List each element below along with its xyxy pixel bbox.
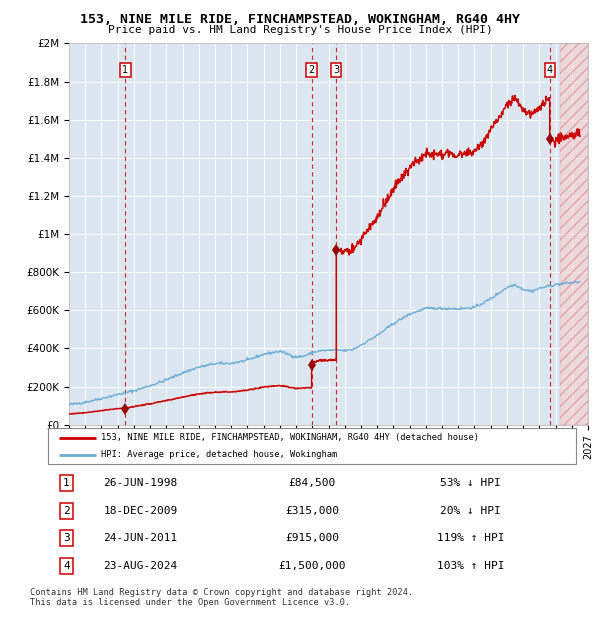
Text: £915,000: £915,000 <box>285 533 339 543</box>
Text: £1,500,000: £1,500,000 <box>278 561 346 571</box>
Text: £84,500: £84,500 <box>289 478 335 488</box>
Text: 153, NINE MILE RIDE, FINCHAMPSTEAD, WOKINGHAM, RG40 4HY: 153, NINE MILE RIDE, FINCHAMPSTEAD, WOKI… <box>80 13 520 26</box>
Text: 3: 3 <box>63 533 70 543</box>
Text: 4: 4 <box>63 561 70 571</box>
Text: £315,000: £315,000 <box>285 506 339 516</box>
Text: 24-JUN-2011: 24-JUN-2011 <box>103 533 178 543</box>
Text: 153, NINE MILE RIDE, FINCHAMPSTEAD, WOKINGHAM, RG40 4HY (detached house): 153, NINE MILE RIDE, FINCHAMPSTEAD, WOKI… <box>101 433 479 442</box>
Text: Price paid vs. HM Land Registry's House Price Index (HPI): Price paid vs. HM Land Registry's House … <box>107 25 493 35</box>
Text: 1: 1 <box>122 65 128 75</box>
Text: 103% ↑ HPI: 103% ↑ HPI <box>437 561 504 571</box>
Text: 20% ↓ HPI: 20% ↓ HPI <box>440 506 501 516</box>
Text: 26-JUN-1998: 26-JUN-1998 <box>103 478 178 488</box>
Text: 18-DEC-2009: 18-DEC-2009 <box>103 506 178 516</box>
Text: This data is licensed under the Open Government Licence v3.0.: This data is licensed under the Open Gov… <box>30 598 350 607</box>
Text: 119% ↑ HPI: 119% ↑ HPI <box>437 533 504 543</box>
Text: Contains HM Land Registry data © Crown copyright and database right 2024.: Contains HM Land Registry data © Crown c… <box>30 588 413 597</box>
FancyBboxPatch shape <box>48 428 576 464</box>
Text: 4: 4 <box>547 65 553 75</box>
Text: 1: 1 <box>63 478 70 488</box>
Text: 3: 3 <box>333 65 340 75</box>
Text: 23-AUG-2024: 23-AUG-2024 <box>103 561 178 571</box>
Text: 2: 2 <box>63 506 70 516</box>
Text: 53% ↓ HPI: 53% ↓ HPI <box>440 478 501 488</box>
Text: 2: 2 <box>308 65 315 75</box>
Text: HPI: Average price, detached house, Wokingham: HPI: Average price, detached house, Woki… <box>101 450 337 459</box>
